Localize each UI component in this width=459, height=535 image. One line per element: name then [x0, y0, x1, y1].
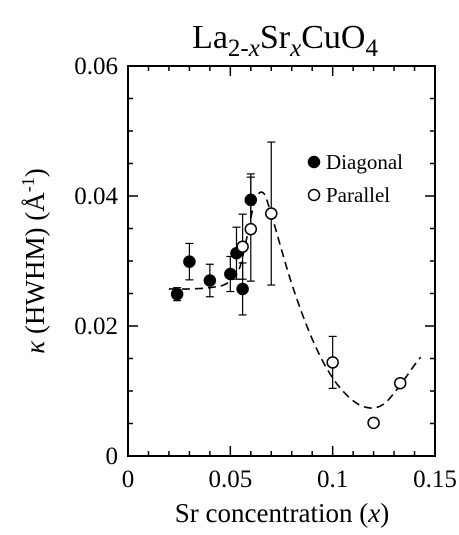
x-tick-label: 0.05 — [208, 466, 252, 493]
legend-marker-diagonal — [307, 155, 321, 169]
y-axis-label-close: ) — [20, 168, 50, 177]
x-axis-label: Sr concentration (x) — [175, 498, 389, 528]
legend-label-diagonal: Diagonal — [326, 150, 403, 174]
x-tick-label: 0.1 — [317, 466, 348, 493]
legend: Diagonal Parallel — [307, 150, 403, 207]
data-point-diagonal — [170, 287, 184, 302]
title-sub-x2: x — [289, 35, 301, 62]
y-axis-label-sup: -1 — [18, 177, 38, 192]
x-axis-label-close: ) — [380, 498, 389, 528]
guide-curve-path — [168, 191, 422, 409]
point-marker — [170, 287, 184, 301]
y-tick-label: 0 — [106, 443, 119, 470]
axis-ticks — [127, 65, 436, 457]
y-axis-label: κ (HWHM) (Å-1) — [18, 168, 50, 353]
chart-title: La2-xSrxCuO4 — [192, 19, 378, 62]
data-point-parallel — [265, 141, 278, 286]
point-marker — [393, 376, 407, 390]
title-base-cuo: CuO — [301, 19, 365, 56]
data-point-parallel — [236, 213, 249, 280]
x-axis-label-text: Sr concentration ( — [175, 498, 368, 528]
title-base-la: La — [192, 19, 228, 56]
data-point-diagonal — [203, 263, 217, 298]
title-base-sr: Sr — [260, 19, 291, 56]
guide-curve — [168, 191, 422, 409]
point-marker — [244, 222, 258, 236]
data-point-diagonal — [183, 242, 196, 281]
data-point-diagonal — [224, 255, 237, 293]
tick-labels: 0 0.05 0.1 0.15 0 0.02 0.04 0.06 — [74, 53, 457, 493]
data-points — [170, 141, 407, 430]
x-axis-label-var: x — [367, 498, 380, 528]
y-tick-label: 0.02 — [74, 313, 118, 340]
point-marker — [265, 207, 278, 220]
data-point-parallel — [393, 376, 407, 390]
data-point-parallel — [244, 176, 258, 282]
y-axis-label-text: (HWHM) (Å — [20, 192, 50, 341]
legend-marker-parallel — [307, 188, 321, 202]
point-marker — [236, 282, 249, 296]
y-tick-label: 0.06 — [74, 53, 118, 80]
point-marker — [203, 274, 217, 287]
plot-frame — [127, 65, 436, 457]
x-tick-label: 0 — [122, 466, 135, 493]
y-axis-label-kappa: κ — [20, 340, 50, 354]
x-tick-label: 0.15 — [413, 466, 457, 493]
legend-label-parallel: Parallel — [326, 183, 390, 207]
data-point-parallel — [367, 416, 380, 430]
title-sub-x: x — [248, 35, 260, 62]
title-sub-4: 4 — [365, 35, 378, 62]
point-marker — [236, 240, 249, 253]
point-marker — [326, 356, 339, 369]
data-point-parallel — [326, 335, 339, 389]
point-marker — [224, 267, 237, 281]
point-marker — [183, 255, 196, 268]
point-marker — [367, 416, 380, 430]
title-sub-2: 2- — [228, 35, 249, 62]
y-tick-label: 0.04 — [74, 183, 118, 210]
